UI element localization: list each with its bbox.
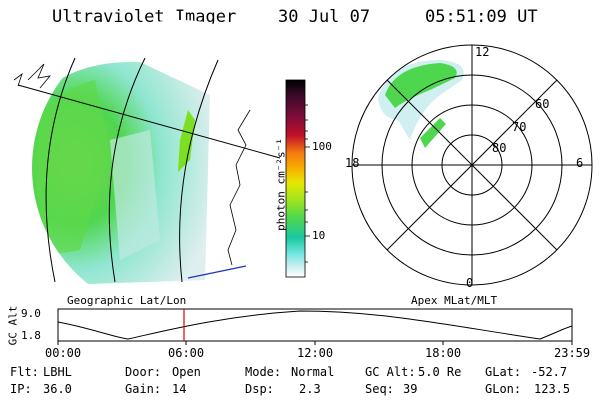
seq-label: Seq:	[365, 382, 394, 396]
gain-value: 14	[172, 382, 187, 396]
colorbar-tick-10: 10	[312, 229, 326, 242]
ip-value: 36.0	[43, 382, 72, 396]
time-tick-0600: 06:00	[168, 346, 205, 360]
gcalt-label: GC Alt:	[365, 365, 416, 379]
mlt-label-6: 6	[576, 156, 584, 170]
colorbar-tick-100: 100	[312, 140, 332, 153]
gain-label: Gain:	[125, 382, 162, 396]
alt-max-label: 9.0	[21, 307, 41, 320]
time-label: 05:51:09 UT	[425, 7, 538, 27]
time-tick-1800: 18:00	[425, 346, 462, 360]
door-value: Open	[172, 365, 201, 379]
mode-value: Normal	[291, 365, 335, 379]
lat-label-80: 80	[492, 141, 507, 155]
seq-value: 39	[403, 382, 418, 396]
glon-value: 123.5	[534, 382, 571, 396]
geographic-label: Geographic Lat/Lon	[67, 294, 187, 307]
flt-label: Flt:	[10, 365, 39, 379]
glat-value: -52.7	[531, 365, 568, 379]
mlt-label-18: 18	[345, 156, 360, 170]
lat-label-60: 60	[535, 97, 550, 111]
mode-label: Mode:	[245, 365, 282, 379]
date-label: 30 Jul 07	[278, 7, 371, 27]
time-tick-0000: 00:00	[45, 346, 82, 360]
mlt-label-12: 12	[475, 45, 490, 59]
gcalt-value: 5.0 Re	[418, 365, 462, 379]
flt-value: LBHL	[43, 365, 72, 379]
time-tick-1200: 12:00	[297, 346, 334, 360]
apex-label: Apex MLat/MLT	[411, 294, 498, 307]
glat-label: GLat:	[485, 365, 522, 379]
time-tick-2359: 23:59	[554, 346, 591, 360]
lat-label-70: 70	[512, 120, 527, 134]
mlt-label-0: 0	[466, 276, 474, 290]
ip-label: IP:	[10, 382, 32, 396]
door-label: Door:	[125, 365, 162, 379]
alt-min-label: 1.8	[21, 329, 41, 342]
dsp-label: Dsp:	[245, 382, 274, 396]
dsp-value: 2.3	[299, 382, 321, 396]
glon-label: GLon:	[485, 382, 522, 396]
